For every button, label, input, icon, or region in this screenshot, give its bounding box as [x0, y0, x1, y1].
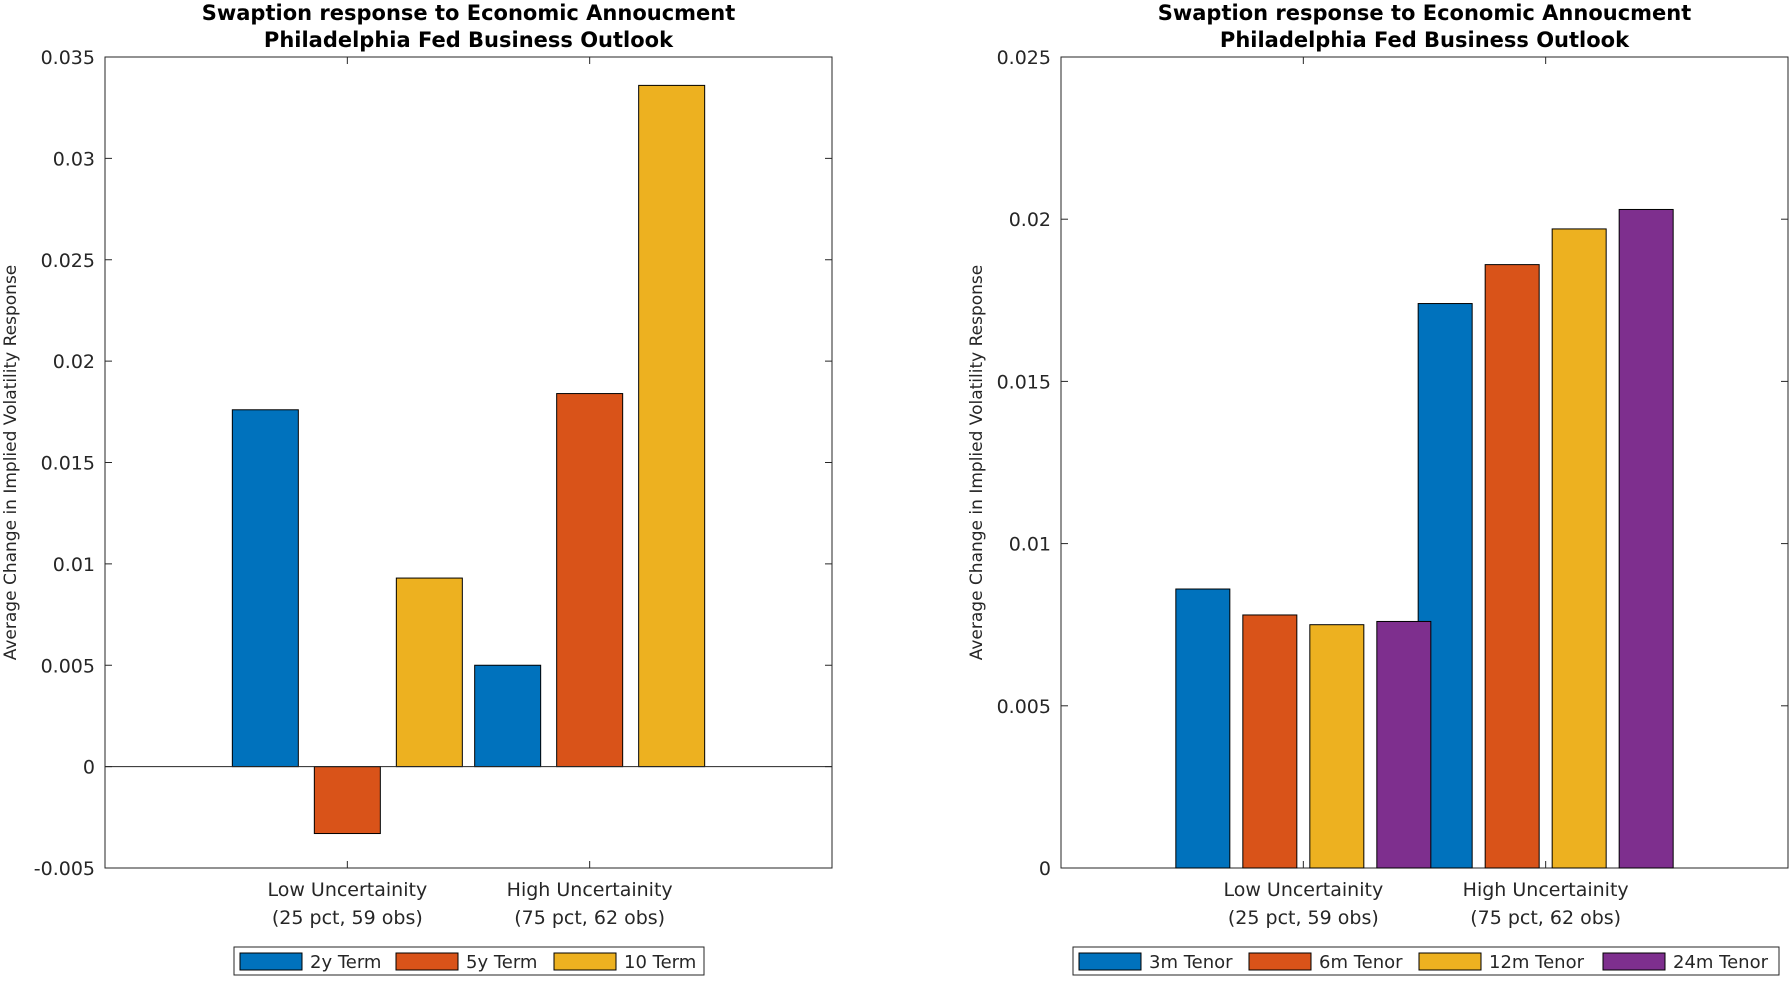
y-tick-label: 0.01 [53, 554, 95, 576]
bar-24m-tenor-1 [1376, 620, 1432, 869]
x-tick-label: (25 pct, 59 obs) [272, 907, 423, 929]
bar-2y-term-1 [231, 409, 299, 768]
chart-panel-1: Swaption response to Economic Annoucment… [1, 1, 833, 976]
bar-12m-tenor-2 [1551, 228, 1607, 869]
y-tick-label: 0.035 [41, 47, 95, 69]
x-tick-label: Low Uncertainity [1223, 879, 1383, 901]
x-tick-label: (75 pct, 62 obs) [1470, 907, 1621, 929]
bar-6m-tenor-2 [1484, 264, 1540, 869]
y-tick-label: -0.005 [34, 858, 95, 880]
y-tick-label: 0 [83, 757, 95, 779]
y-tick-label: 0 [1039, 858, 1051, 880]
bar-10-term-2 [638, 84, 706, 768]
legend-swatch [395, 952, 459, 971]
y-tick-label: 0.005 [41, 655, 95, 677]
bar-5y-term-2 [556, 393, 624, 768]
y-axis-label: Average Change in Implied Volatility Res… [1, 265, 21, 661]
legend-label: 12m Tenor [1489, 952, 1585, 973]
y-tick-label: 0.015 [41, 453, 95, 475]
legend-box [233, 946, 705, 976]
y-tick-label: 0.01 [1009, 534, 1051, 556]
legend-swatch [1248, 952, 1312, 971]
legend-swatch [1602, 952, 1666, 971]
y-tick-label: 0.02 [1009, 209, 1051, 231]
legend-label: 10 Term [624, 952, 696, 973]
chart-panel-2: Swaption response to Economic Annoucment… [967, 1, 1789, 976]
chart-title-line: Philadelphia Fed Business Outlook [1220, 28, 1630, 52]
y-axis-label: Average Change in Implied Volatility Res… [967, 265, 987, 661]
legend-label: 5y Term [466, 952, 537, 973]
x-tick-label: High Uncertainity [1463, 879, 1629, 901]
legend-label: 24m Tenor [1673, 952, 1769, 973]
legend-swatch [1078, 952, 1142, 971]
y-tick-label: 0.015 [997, 371, 1051, 393]
bar-10-term-1 [395, 577, 463, 768]
bar-12m-tenor-1 [1309, 624, 1365, 869]
x-tick-label: High Uncertainity [507, 879, 673, 901]
legend-label: 2y Term [310, 952, 381, 973]
bar-6m-tenor-1 [1242, 614, 1298, 869]
legend-swatch [553, 952, 617, 971]
chart-title-line: Swaption response to Economic Annoucment [1158, 1, 1692, 25]
legend-swatch [239, 952, 303, 971]
x-tick-label: Low Uncertainity [267, 879, 427, 901]
chart-title-line: Philadelphia Fed Business Outlook [264, 28, 674, 52]
chart-title-line: Swaption response to Economic Annoucment [202, 1, 736, 25]
legend-swatch [1418, 952, 1482, 971]
bar-2y-term-2 [474, 664, 542, 768]
y-tick-label: 0.02 [53, 351, 95, 373]
y-tick-label: 0.005 [997, 696, 1051, 718]
y-tick-label: 0.025 [997, 47, 1051, 69]
legend: 3m Tenor 6m Tenor 12m Tenor 24m Tenor [1072, 946, 1780, 976]
legend-label: 6m Tenor [1319, 952, 1403, 973]
bar-5y-term-1 [313, 766, 381, 835]
x-tick-label: (75 pct, 62 obs) [514, 907, 665, 929]
plot-area [104, 56, 833, 869]
y-tick-label: 0.03 [53, 148, 95, 170]
bar-24m-tenor-2 [1618, 208, 1674, 869]
bar-3m-tenor-1 [1175, 588, 1231, 869]
legend-label: 3m Tenor [1149, 952, 1233, 973]
y-tick-label: 0.025 [41, 250, 95, 272]
legend: 2y Term 5y Term 10 Term [233, 946, 705, 976]
x-tick-label: (25 pct, 59 obs) [1228, 907, 1379, 929]
